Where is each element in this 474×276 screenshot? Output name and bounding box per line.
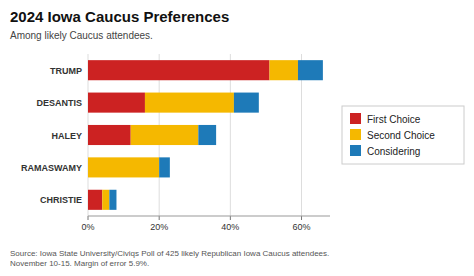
legend-swatch: [350, 113, 361, 124]
bar-segment: [109, 190, 116, 210]
source-line: Source: Iowa State University/Civiqs Pol…: [10, 249, 329, 258]
category-label: DESANTIS: [36, 98, 82, 108]
bar-segment: [131, 125, 199, 145]
bar-segment: [88, 93, 145, 113]
legend: First Choice Second Choice Considering: [342, 106, 464, 164]
bar-segment: [298, 60, 323, 80]
legend-frame: [342, 106, 464, 164]
legend-label: First Choice: [367, 114, 421, 125]
tick-label: 40%: [221, 222, 239, 232]
subtitle: Among likely Caucus attendees.: [10, 30, 153, 41]
bar-segment: [159, 157, 170, 177]
bar-segment: [198, 125, 216, 145]
title: 2024 Iowa Caucus Preferences: [10, 8, 229, 25]
bar-segment: [270, 60, 298, 80]
category-label: RAMASWAMY: [21, 163, 82, 173]
background: [0, 0, 474, 276]
source: Source: Iowa State University/Civiqs Pol…: [10, 249, 329, 268]
tick-label: 20%: [150, 222, 168, 232]
bars: [88, 60, 323, 210]
tick-mark: [301, 216, 302, 220]
tick-label: 0%: [81, 222, 94, 232]
bar-segment: [88, 125, 131, 145]
legend-label: Second Choice: [367, 130, 435, 141]
bar-segment: [88, 157, 159, 177]
legend-label: Considering: [367, 146, 420, 157]
tick-label: 60%: [293, 222, 311, 232]
x-axis-line: [88, 216, 330, 217]
bar-segment: [88, 60, 270, 80]
tick-mark: [88, 216, 89, 220]
bar-segment: [102, 190, 109, 210]
bar-segment: [88, 190, 102, 210]
tick-mark: [159, 216, 160, 220]
source-line: November 10-15. Margin of error 5.9%.: [10, 259, 149, 268]
bar-segment: [145, 93, 234, 113]
category-label: HALEY: [51, 131, 82, 141]
tick-mark: [230, 216, 231, 220]
legend-swatch: [350, 129, 361, 140]
bar-segment: [234, 93, 259, 113]
chart: 2024 Iowa Caucus Preferences Among likely…: [0, 0, 474, 276]
category-label: CHRISTIE: [40, 195, 82, 205]
grid: [88, 54, 302, 216]
category-label: TRUMP: [50, 66, 82, 76]
legend-swatch: [350, 145, 361, 156]
